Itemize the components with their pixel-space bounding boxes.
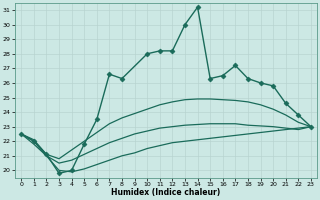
X-axis label: Humidex (Indice chaleur): Humidex (Indice chaleur) bbox=[111, 188, 221, 197]
